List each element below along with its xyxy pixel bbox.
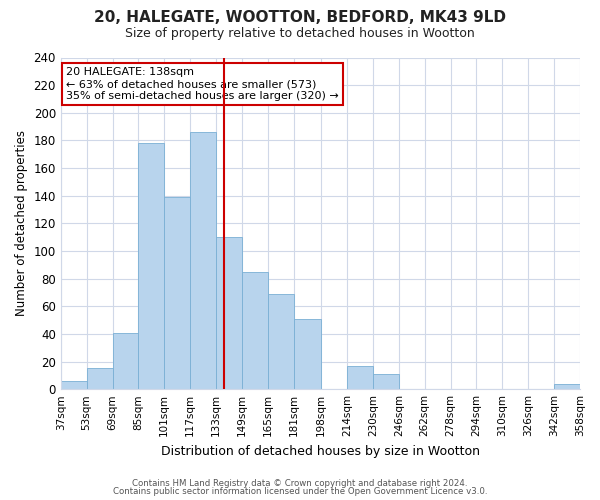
Text: Contains public sector information licensed under the Open Government Licence v3: Contains public sector information licen… <box>113 487 487 496</box>
Bar <box>294 318 321 389</box>
Bar <box>61 381 86 389</box>
Bar <box>190 132 216 389</box>
Bar <box>268 294 294 389</box>
Text: 20 HALEGATE: 138sqm
← 63% of detached houses are smaller (573)
35% of semi-detac: 20 HALEGATE: 138sqm ← 63% of detached ho… <box>66 68 339 100</box>
Bar <box>242 272 268 389</box>
Bar <box>347 366 373 389</box>
Bar <box>216 237 242 389</box>
Text: Size of property relative to detached houses in Wootton: Size of property relative to detached ho… <box>125 28 475 40</box>
Text: 20, HALEGATE, WOOTTON, BEDFORD, MK43 9LD: 20, HALEGATE, WOOTTON, BEDFORD, MK43 9LD <box>94 10 506 25</box>
Text: Contains HM Land Registry data © Crown copyright and database right 2024.: Contains HM Land Registry data © Crown c… <box>132 478 468 488</box>
Bar <box>113 332 139 389</box>
X-axis label: Distribution of detached houses by size in Wootton: Distribution of detached houses by size … <box>161 444 480 458</box>
Bar <box>373 374 399 389</box>
Y-axis label: Number of detached properties: Number of detached properties <box>15 130 28 316</box>
Bar <box>86 368 113 389</box>
Bar <box>554 384 580 389</box>
Bar <box>164 197 190 389</box>
Bar <box>139 143 164 389</box>
